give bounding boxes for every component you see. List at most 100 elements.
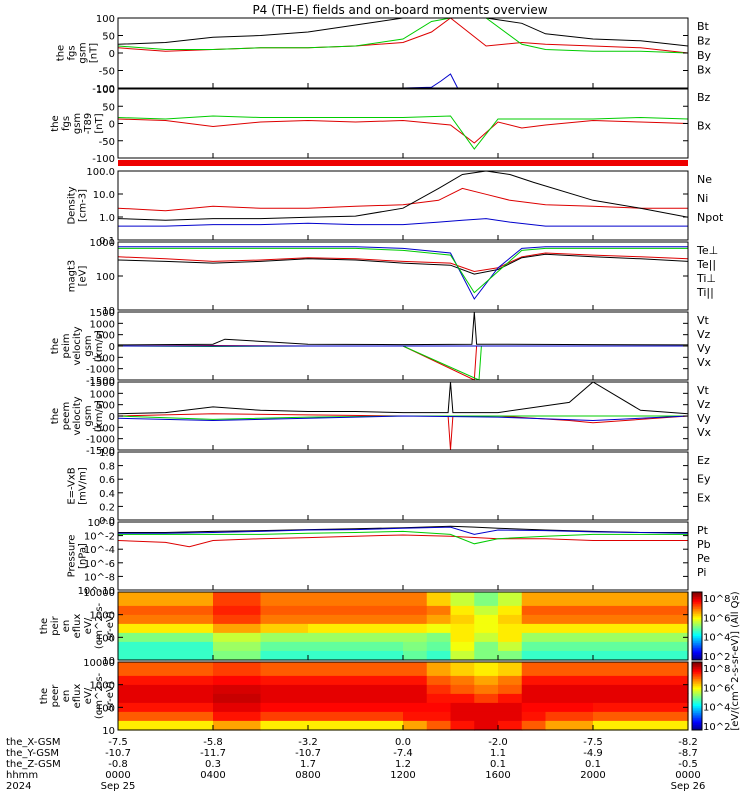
- heatmap-cell: [308, 720, 357, 731]
- heatmap-cell: [165, 693, 214, 703]
- y-axis-label: gsm: [83, 405, 94, 426]
- y-tick-label: -50: [99, 137, 115, 148]
- x-axis-row-label: 2024: [6, 781, 31, 792]
- colorbar-segment: [692, 662, 702, 665]
- heatmap-cell: [308, 632, 357, 642]
- heatmap-cell: [545, 592, 594, 606]
- y-axis-label: [mV/m]: [78, 467, 89, 505]
- heatmap-cell: [426, 641, 452, 651]
- colorbar-segment: [692, 713, 702, 716]
- y-axis-label: velocity: [72, 326, 83, 365]
- colorbar-segment: [692, 716, 702, 719]
- colorbar-segment: [692, 699, 702, 702]
- legend-entry-Npot: Npot: [697, 211, 724, 224]
- heatmap-cell: [260, 614, 309, 624]
- heatmap-cell: [593, 623, 642, 633]
- heatmap-cell: [403, 711, 428, 721]
- heatmap-cell: [213, 720, 262, 731]
- y-tick-label: 500: [96, 331, 115, 342]
- series-line-Ti||: [118, 247, 688, 294]
- colorbar-segment: [692, 719, 702, 722]
- colorbar-segment: [692, 648, 702, 651]
- heatmap-cell: [450, 702, 475, 712]
- panel-peer_eflux: 10000 1000 100 10 the peer en eflux eV/(cm^2-s-s…: [39, 658, 689, 737]
- y-tick-label: 10^-4: [84, 545, 115, 556]
- y-axis-label: -T89: [83, 113, 94, 135]
- heatmap-cell: [118, 623, 167, 633]
- series-line-Bz: [117, 118, 689, 144]
- heatmap-cell: [521, 702, 547, 712]
- heatmap-cell: [521, 623, 547, 633]
- x-axis-value-z: 1.7: [300, 759, 316, 770]
- x-axis-value-z: 0.1: [585, 759, 601, 770]
- series-line-Bx: [117, 115, 689, 150]
- heatmap-cell: [403, 702, 428, 712]
- heatmap-cell: [474, 605, 499, 615]
- y-axis-label: [nPa]: [78, 543, 89, 569]
- series-line-Pt: [118, 525, 688, 533]
- legend-entry-Vz: Vz: [697, 398, 711, 411]
- heatmap-cell: [450, 662, 475, 676]
- heatmap-cell: [308, 605, 357, 615]
- colorbar-segment: [692, 592, 702, 595]
- y-axis-label: Pressure: [67, 535, 78, 578]
- heatmap-cell: [593, 592, 642, 606]
- y-axis-label: [nT]: [89, 43, 100, 63]
- heatmap-cell: [640, 623, 689, 633]
- heatmap-cell: [474, 720, 499, 731]
- y-axis-label: the: [39, 688, 50, 704]
- y-tick-label: 0.1: [99, 236, 115, 247]
- heatmap-cell: [498, 632, 523, 642]
- heatmap-cell: [213, 641, 262, 651]
- heatmap-cell: [640, 632, 689, 642]
- heatmap-cell: [165, 675, 214, 685]
- heatmap-cell: [355, 720, 404, 731]
- heatmap-cell: [308, 623, 357, 633]
- colorbar-segment: [692, 726, 702, 729]
- heatmap-cell: [450, 623, 475, 633]
- colorbar-tick-label: 10^4: [703, 703, 730, 714]
- heatmap-cell: [260, 662, 309, 676]
- x-axis-row-label: the_Z-GSM: [6, 759, 61, 770]
- y-tick-label: 0: [109, 49, 115, 60]
- colorbar-segment: [692, 641, 702, 644]
- heatmap-cell: [521, 720, 547, 731]
- y-axis-label: the: [50, 115, 61, 131]
- heatmap-cell: [403, 684, 428, 694]
- heatmap-cell: [640, 693, 689, 703]
- heatmap-cell: [355, 711, 404, 721]
- heatmap-cell: [640, 720, 689, 731]
- colorbar-segment: [692, 595, 702, 598]
- heatmap-cell: [593, 693, 642, 703]
- colorbar-segment: [692, 598, 702, 601]
- colorbar-segment: [692, 603, 702, 607]
- heatmap-cell: [118, 650, 167, 661]
- x-axis-value-date: Sep 25: [101, 781, 136, 792]
- heatmap-cell: [521, 650, 547, 661]
- heatmap-cell: [450, 711, 475, 721]
- heatmap-cell: [498, 650, 523, 661]
- colorbar-segment: [692, 656, 702, 659]
- y-tick-label: 10000: [83, 658, 115, 669]
- heatmap-cell: [165, 684, 214, 694]
- heatmap-cell: [403, 592, 428, 606]
- heatmap-cell: [450, 675, 475, 685]
- x-axis-value-x: -5.8: [203, 737, 223, 748]
- x-axis-value-y: -7.4: [393, 748, 413, 759]
- heatmap-cell: [260, 675, 309, 685]
- colorbar-segment: [692, 609, 702, 612]
- y-tick-label: 50: [102, 102, 115, 113]
- heatmap-cell: [521, 675, 547, 685]
- heatmap-cell: [118, 702, 167, 712]
- heatmap-cell: [426, 614, 452, 624]
- legend-entry-Bx: Bx: [697, 64, 712, 77]
- legend-entry-Pi: Pi: [697, 566, 706, 579]
- legend-entry-Ez: Ez: [697, 454, 710, 467]
- heatmap-cell: [593, 614, 642, 624]
- heatmap-cell: [498, 623, 523, 633]
- x-axis-value-y: -10.7: [105, 748, 131, 759]
- y-tick-label: 10: [102, 726, 115, 737]
- heatmap-cell: [450, 650, 475, 661]
- heatmap-cell: [260, 623, 309, 633]
- x-axis-value-y: -4.9: [583, 748, 603, 759]
